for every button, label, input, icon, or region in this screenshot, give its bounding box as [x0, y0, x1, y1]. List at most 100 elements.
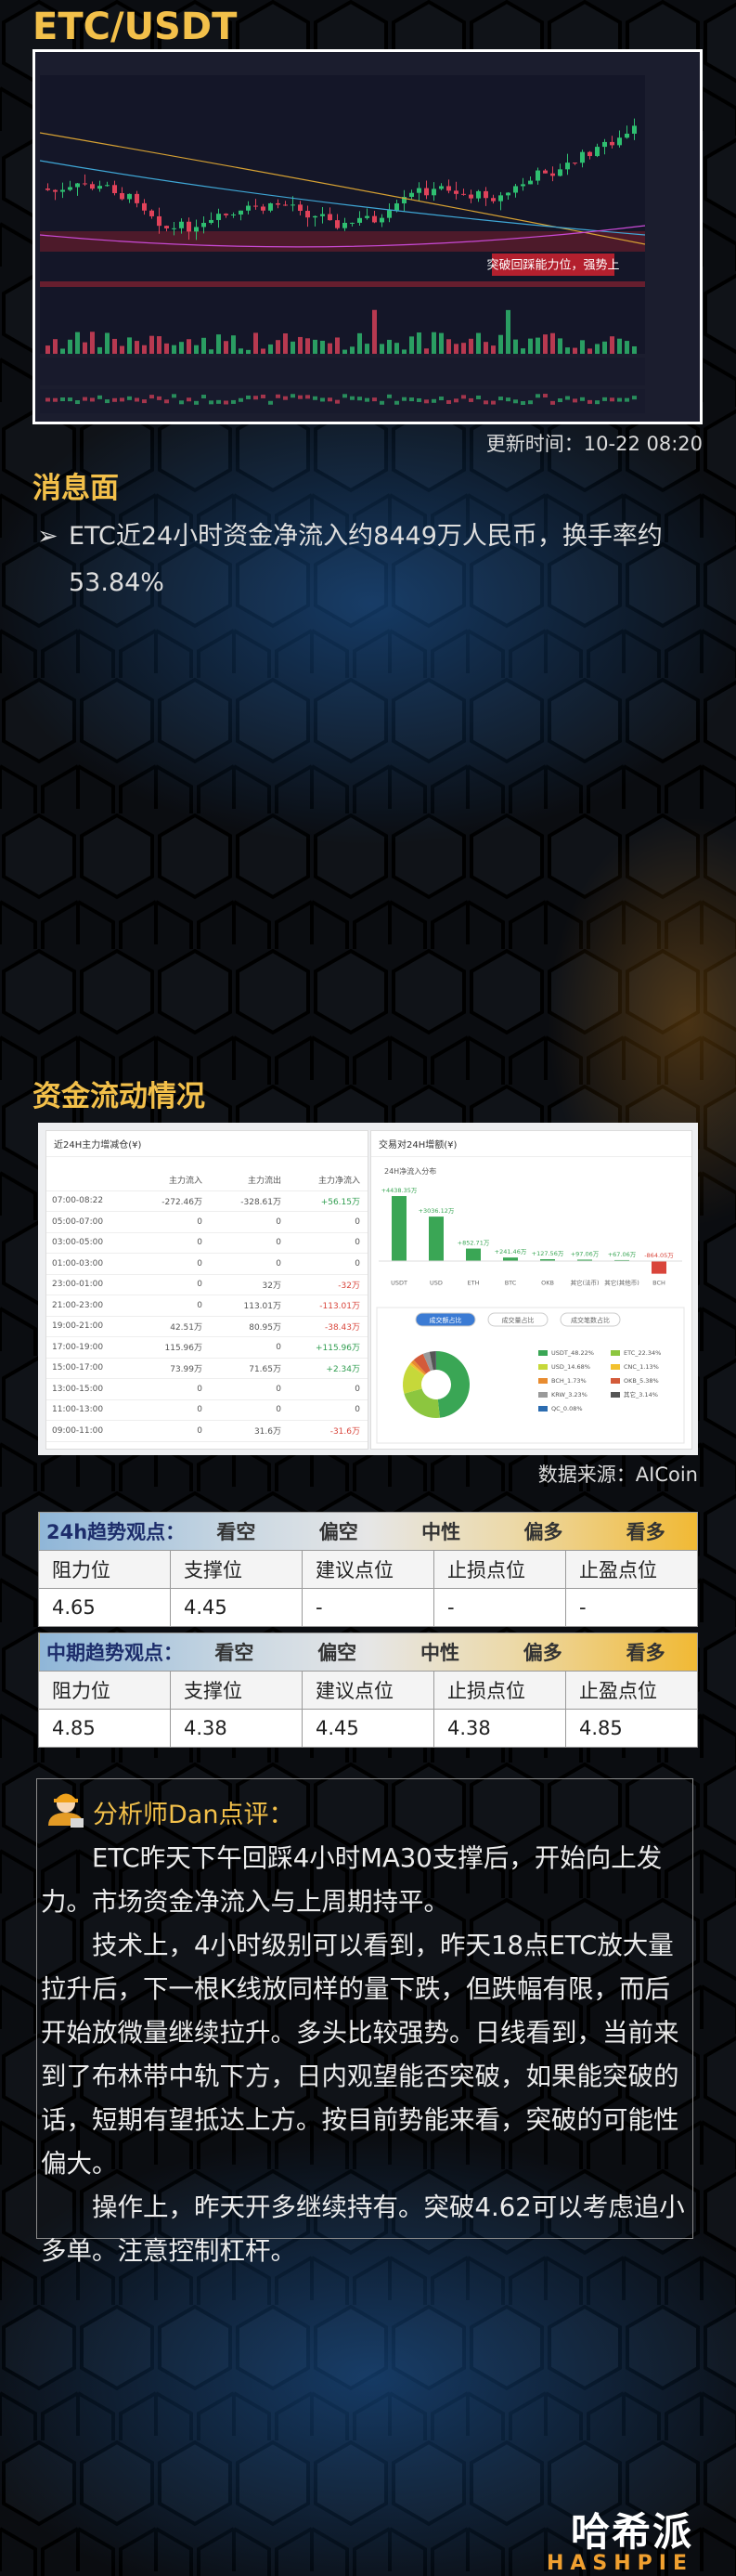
- candle-body: [588, 151, 592, 157]
- flow-row: 11:00-13:00 0 0 0: [46, 1400, 368, 1421]
- trend-scale: 看空: [214, 1642, 254, 1664]
- candle-body: [625, 133, 629, 138]
- value-cell: 4.65: [38, 1588, 171, 1627]
- column-header: 阻力位: [38, 1550, 171, 1589]
- candle-body: [536, 170, 540, 181]
- candle-body: [320, 214, 325, 216]
- legend-swatch: [538, 1406, 548, 1412]
- volume-bar: [439, 332, 444, 354]
- panel-title: 近24H主力增减仓(¥): [46, 1131, 368, 1157]
- flow-cell: 0: [197, 1384, 202, 1394]
- flow-row: 19:00-21:00 42.51万 80.95万 -38.43万: [46, 1317, 368, 1337]
- column-header: 止损点位: [433, 1671, 566, 1710]
- candle-body: [157, 215, 161, 227]
- analyst-title: 分析师Dan点评：: [93, 1801, 294, 1829]
- volume-bar: [172, 345, 176, 354]
- candle-body: [127, 193, 132, 200]
- volume-bar: [335, 337, 340, 354]
- macd-bar: [53, 397, 58, 402]
- macd-bar: [276, 394, 280, 398]
- bullet: ➢: [37, 522, 58, 551]
- candle-body: [543, 170, 548, 174]
- candle-body: [580, 151, 585, 163]
- ma-line: [39, 160, 646, 236]
- candle-body: [216, 214, 221, 220]
- flow-cell: 71.65万: [249, 1364, 281, 1374]
- candle-body: [135, 193, 139, 203]
- candle-body: [446, 186, 451, 191]
- flow-cell: 0: [197, 1405, 202, 1415]
- update-time: 更新时间：10-22 08:20: [485, 433, 703, 455]
- volume-bar: [313, 339, 317, 354]
- candle-body: [246, 205, 251, 211]
- brand-name: 哈希派: [570, 2509, 693, 2555]
- macd-bar: [461, 395, 466, 399]
- volume-bar: [216, 334, 221, 354]
- candle-body: [172, 228, 176, 229]
- flow-cell: 01:00-03:00: [52, 1258, 104, 1268]
- flow-cell: -31.6万: [329, 1427, 360, 1438]
- volume-bar: [328, 343, 332, 354]
- head-content: 24h趋势观点： 看空 偏空 中性 偏多 看多: [39, 1514, 697, 1549]
- analyst-icon: [48, 1793, 84, 1828]
- column-row: 阻力位 支撑位 建议点位 止损点位 止盈点位: [38, 1550, 698, 1589]
- section-title: 消息面: [32, 472, 119, 505]
- flow-bar: [392, 1196, 407, 1261]
- volume-bar: [543, 334, 548, 354]
- volume-bar: [305, 338, 310, 354]
- volume-bar: [246, 349, 251, 354]
- flow-row: 23:00-01:00 0 32万 -32万: [46, 1275, 368, 1295]
- macd-bar: [142, 399, 147, 404]
- volume-bar: [602, 341, 607, 354]
- value-cell: 4.38: [170, 1709, 303, 1748]
- macd-bar: [149, 395, 154, 399]
- volume-bar: [224, 341, 228, 354]
- candle-body: [357, 217, 362, 223]
- ma-line: [39, 225, 646, 248]
- legend-swatch: [611, 1378, 620, 1384]
- macd-bar: [491, 400, 496, 405]
- volume-bar: [320, 340, 325, 354]
- macd-bar: [432, 398, 436, 403]
- pie-slice: [429, 1351, 436, 1371]
- macd-bar: [439, 397, 444, 401]
- head-cell: 中期趋势观点： 看空 偏空 中性 偏多 看多: [38, 1633, 698, 1672]
- flow-cell: 0: [355, 1405, 360, 1415]
- volume-bar: [454, 344, 458, 354]
- value-cell: -: [302, 1588, 434, 1627]
- bar-value-label: +67.06万: [608, 1251, 637, 1258]
- volume-bar: [536, 337, 540, 354]
- candle-body: [105, 185, 110, 187]
- bar-category: ETH: [468, 1280, 480, 1287]
- macd-bar: [454, 398, 458, 403]
- volume-bar: [357, 332, 362, 354]
- macd-bar: [68, 397, 72, 402]
- volume-bar: [53, 339, 58, 354]
- flow-cell: 0: [276, 1384, 281, 1394]
- macd-bar: [610, 397, 614, 402]
- tab: [415, 1312, 476, 1327]
- macd-bar: [602, 397, 607, 401]
- volume-bar: [432, 332, 436, 354]
- candle-body: [53, 189, 58, 192]
- flow-cell: 0: [355, 1216, 360, 1227]
- flow-row: 13:00-15:00 0 0 0: [46, 1379, 368, 1400]
- volume-bar: [276, 340, 280, 354]
- candle-body: [432, 189, 436, 196]
- flow-row: 03:00-05:00 0 0 0: [46, 1233, 368, 1254]
- volume-bar: [164, 343, 169, 354]
- candle-body: [372, 215, 377, 223]
- paragraph: 操作上，昨天开多继续持有。突破4.62可以考虑追小多单。注意控制杠杆。: [41, 2192, 685, 2266]
- volume-bar: [610, 336, 614, 354]
- candle-body: [402, 197, 407, 204]
- macd-bar: [305, 395, 310, 399]
- legend-label: QC_0.08%: [551, 1405, 583, 1412]
- flow-row: 07:00-08:22 -272.46万 -328.61万 +56.15万: [46, 1191, 368, 1212]
- legend-label: CNC_1.13%: [624, 1363, 659, 1371]
- flow-cell: +56.15万: [320, 1197, 360, 1207]
- candle-body: [201, 223, 206, 228]
- flow-cell: 0: [276, 1405, 281, 1415]
- macd-bar: [83, 397, 87, 401]
- flow-row: 17:00-19:00 115.96万 0 +115.96万: [46, 1337, 368, 1359]
- volume-bar: [372, 309, 377, 354]
